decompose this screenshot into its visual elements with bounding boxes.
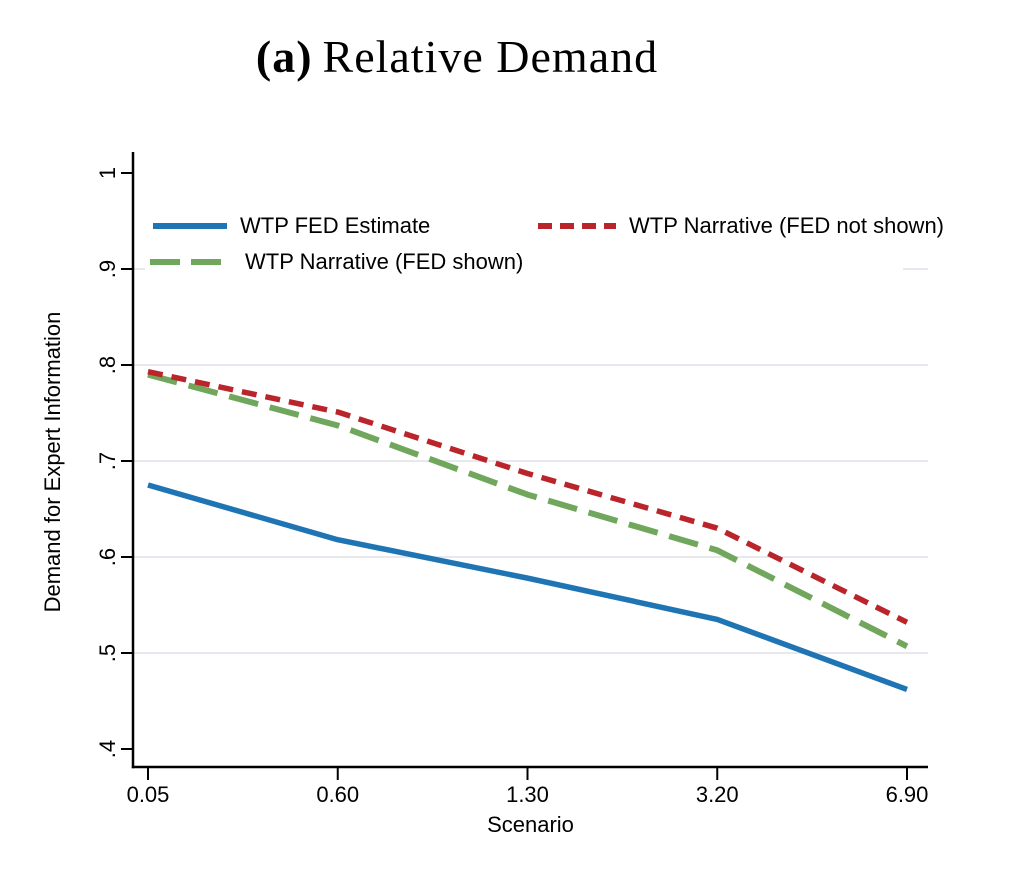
series-line-1 (147, 371, 909, 649)
chart-title-prefix: (a) (255, 31, 313, 82)
legend-label: WTP Narrative (FED not shown) (629, 213, 945, 238)
legend-item-wtp-fed-estimate: WTP FED Estimate (153, 213, 430, 239)
legend-label: WTP FED Estimate (240, 213, 431, 238)
y-tick-label: .7 (95, 452, 120, 470)
chart-title-text: Relative Demand (322, 31, 659, 82)
x-tick-label: 1.30 (506, 782, 549, 807)
x-tick-label: 0.05 (127, 782, 170, 807)
solid-line-swatch-icon (153, 223, 227, 229)
x-tick-label: 0.60 (316, 782, 359, 807)
long-dash-line-swatch-icon (150, 259, 232, 265)
x-tick-label: 3.20 (696, 782, 739, 807)
chart-legend: WTP FED Estimate WTP Narrative (FED not … (145, 198, 944, 288)
x-tick-label: 6.90 (886, 782, 929, 807)
series-line-0 (147, 482, 908, 693)
series-line-2 (147, 369, 909, 625)
y-tick-label: .9 (95, 260, 120, 278)
y-tick-label: 1 (95, 167, 120, 179)
legend-item-wtp-narrative-fed-shown: WTP Narrative (FED shown) (150, 249, 523, 275)
chart-title: (a) Relative Demand (0, 30, 914, 83)
legend-item-wtp-narrative-fed-not-shown: WTP Narrative (FED not shown) (538, 213, 944, 239)
legend-label: WTP Narrative (FED shown) (245, 249, 524, 274)
short-dash-line-swatch-icon (538, 223, 616, 229)
y-tick-label: .8 (95, 356, 120, 374)
y-axis-title: Demand for Expert Information (40, 311, 65, 613)
y-tick-label: .6 (95, 548, 120, 566)
x-axis-title: Scenario (487, 812, 574, 837)
y-tick-label: .4 (95, 740, 120, 758)
y-tick-label: .5 (95, 644, 120, 662)
